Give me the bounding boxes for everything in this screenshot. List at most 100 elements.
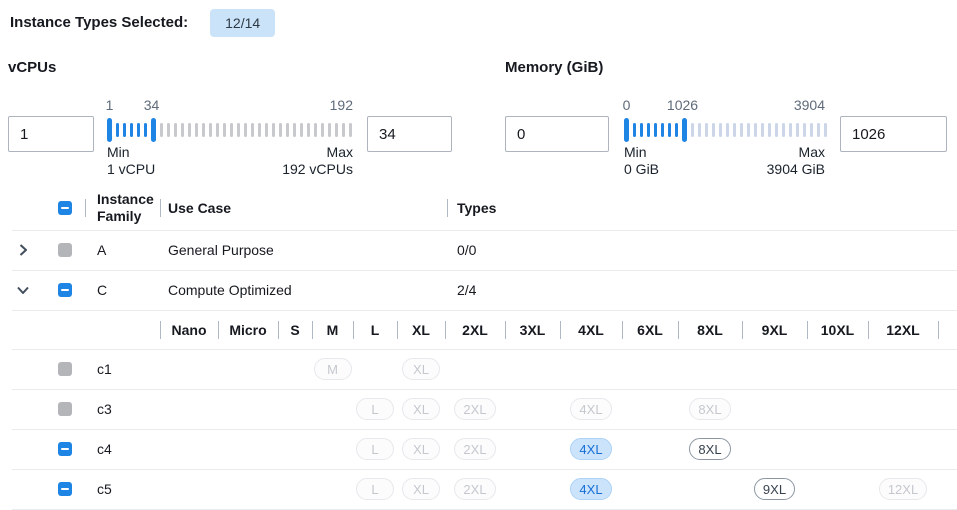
vcpus-slider: 1 34 192 Min 1 vCPU Max 192 vCPUs [106, 97, 353, 178]
instance-checkbox[interactable] [58, 482, 72, 496]
slider-max-detail: 3904 GiB [766, 161, 825, 177]
family-types-count: 0/0 [457, 242, 477, 258]
size-column-label: XL [412, 321, 430, 338]
slider-tick [258, 122, 261, 137]
vcpus-filter-title: vCPUs [8, 59, 57, 76]
slider-tick [335, 122, 338, 137]
instance-row: c5 L XL 2XL 4XL 9XL 12XL [0, 469, 957, 509]
slider-tick [761, 122, 764, 137]
slider-tick [244, 122, 247, 137]
family-types-count: 2/4 [457, 282, 477, 298]
vcpus-slider-track[interactable] [107, 117, 353, 142]
slider-tick [223, 122, 226, 137]
slider-max-caption: Max [326, 144, 353, 160]
slider-tick [342, 122, 345, 137]
slider-min-detail: 1 vCPU [107, 161, 156, 177]
slider-tick [167, 122, 170, 137]
slider-tick [307, 122, 310, 137]
slider-tick [216, 122, 219, 137]
family-name: C [97, 282, 108, 298]
instance-name: c5 [97, 481, 112, 497]
family-checkbox [58, 243, 72, 257]
size-pill: XL [402, 478, 440, 500]
slider-handle-low[interactable] [624, 117, 629, 142]
size-pill: 12XL [878, 478, 928, 500]
memory-filter: Memory (GiB) 0 1026 3904 Min 0 GiB [505, 58, 947, 178]
slider-tick [300, 122, 303, 137]
size-pill[interactable]: 4XL [570, 438, 612, 460]
size-pill: XL [402, 358, 440, 380]
family-use-case: Compute Optimized [168, 282, 292, 298]
size-pill[interactable]: 4XL [570, 478, 612, 500]
slider-tick [647, 122, 650, 137]
slider-max-detail: 192 vCPUs [282, 161, 353, 177]
slider-min-caption: Min [107, 144, 130, 160]
instance-checkbox[interactable] [58, 442, 72, 456]
chevron-down-icon[interactable] [16, 283, 30, 297]
slider-handle-high[interactable] [151, 117, 156, 142]
slider-tick [251, 122, 254, 137]
slider-tick [286, 122, 289, 137]
slider-tick [279, 122, 282, 137]
vcpus-max-input[interactable] [367, 116, 452, 152]
slider-tick [675, 122, 678, 137]
slider-tick [726, 122, 729, 137]
table-body: A General Purpose 0/0 C Compute Optimized 2/4… [0, 230, 957, 509]
slider-min-detail: 0 GiB [624, 161, 660, 177]
slider-tick [144, 122, 147, 137]
slider-high-value-label: 34 [143, 97, 160, 113]
family-row: C Compute Optimized 2/4 [0, 270, 957, 310]
vcpus-min-input[interactable] [8, 116, 94, 152]
memory-max-input[interactable] [840, 116, 947, 152]
size-pill[interactable]: 9XL [753, 478, 796, 500]
memory-min-input[interactable] [505, 116, 609, 152]
size-pill: L [356, 438, 394, 460]
slider-tick [775, 122, 778, 137]
slider-tick [328, 122, 331, 137]
size-pill: XL [402, 398, 440, 420]
size-pill[interactable]: 8XL [689, 438, 731, 460]
size-column-label: L [370, 321, 380, 338]
slider-tick [640, 122, 643, 137]
size-header-row: Nano Micro S M L XL 2XL 3XL 4XL 6XL 8XL 9XL 10XL 12XL [0, 310, 957, 349]
size-column-label: Nano [171, 321, 207, 338]
slider-tick [116, 122, 119, 137]
slider-tick [188, 122, 191, 137]
size-pill: L [356, 478, 394, 500]
slider-tick [817, 122, 820, 137]
column-header-types: Types [457, 199, 497, 216]
slider-tick [733, 122, 736, 137]
family-checkbox[interactable] [58, 283, 72, 297]
family-name: A [97, 242, 107, 258]
slider-low-value-label: 0 [622, 97, 631, 113]
memory-slider-track[interactable] [624, 117, 827, 142]
size-pill: L [356, 398, 394, 420]
slider-tick [740, 122, 743, 137]
column-separator [938, 320, 939, 339]
slider-tick [174, 122, 177, 137]
slider-tick [272, 122, 275, 137]
instance-checkbox [58, 402, 72, 416]
slider-tick [181, 122, 184, 137]
instance-checkbox [58, 362, 72, 376]
slider-high-value-label: 1026 [666, 97, 699, 113]
instance-name: c1 [97, 361, 112, 377]
column-header-use-case: Use Case [168, 199, 232, 216]
chevron-right-icon[interactable] [16, 243, 30, 257]
slider-tick [810, 122, 813, 137]
slider-tick [654, 122, 657, 137]
size-pill: XL [402, 438, 440, 460]
instance-name: c3 [97, 401, 112, 417]
slider-tick [747, 122, 750, 137]
size-column-label: Micro [229, 321, 267, 338]
select-all-checkbox[interactable] [58, 201, 72, 215]
slider-tick [719, 122, 722, 137]
slider-tick [661, 122, 664, 137]
vcpus-filter: vCPUs 1 34 192 Min 1 vCPU [8, 58, 452, 178]
size-column-label: 10XL [820, 321, 855, 338]
size-column-label: 3XL [519, 321, 546, 338]
slider-handle-high[interactable] [682, 117, 687, 142]
slider-handle-low[interactable] [107, 117, 112, 142]
size-column-label: 2XL [462, 321, 488, 338]
slider-tick [293, 122, 296, 137]
